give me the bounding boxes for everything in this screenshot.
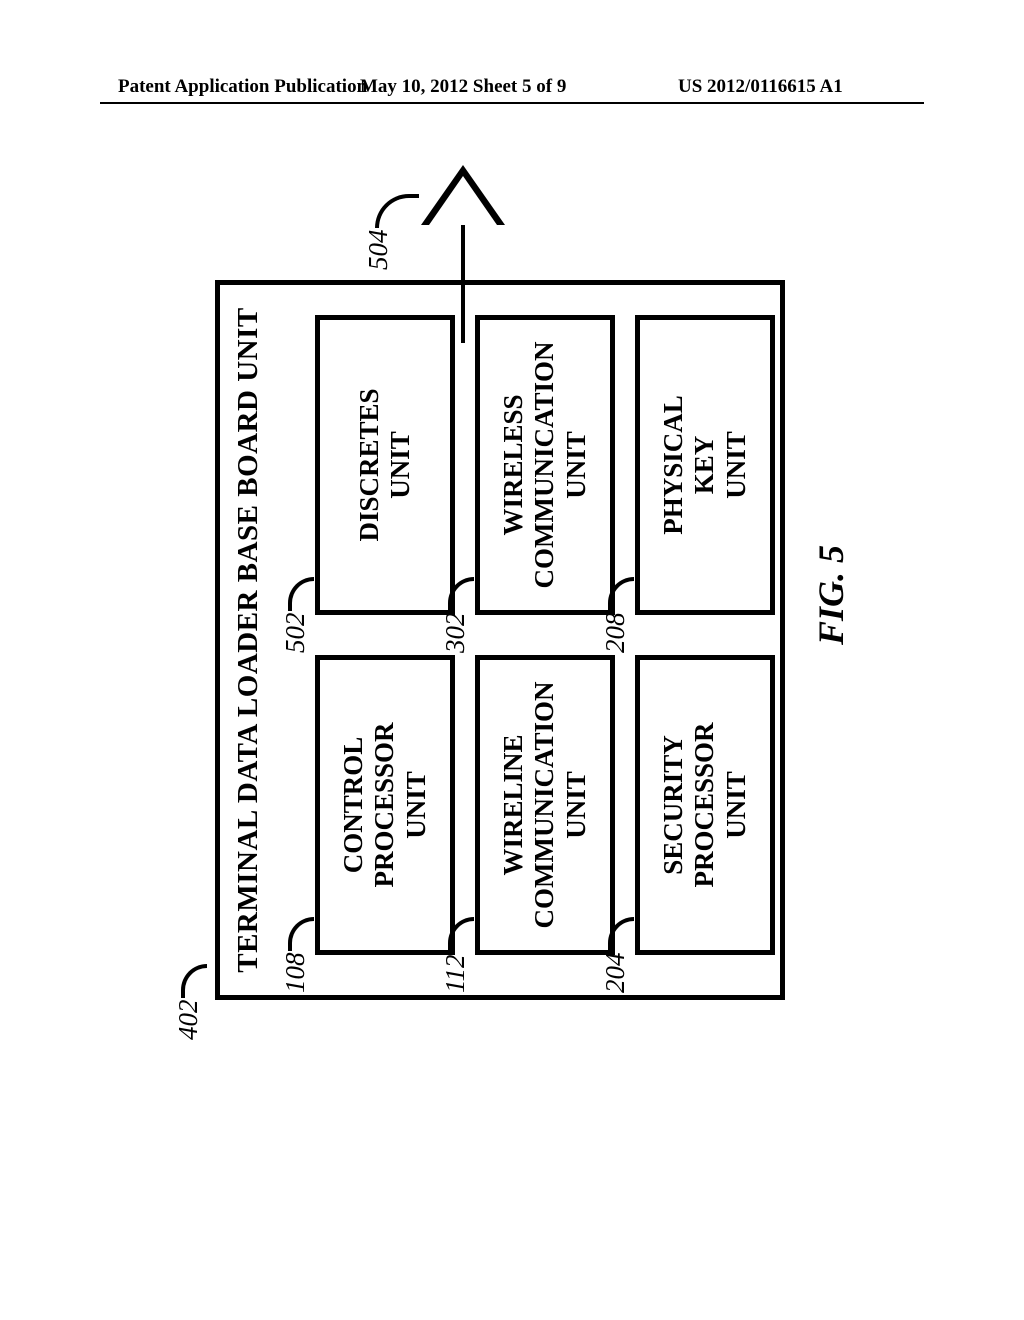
ref-504-number: 504 — [363, 230, 393, 271]
control-processor-unit: CONTROLPROCESSORUNIT — [315, 655, 455, 955]
ref-208-number: 208 — [600, 613, 630, 654]
antenna-icon-fill — [429, 176, 497, 225]
ref-504: 504 — [365, 230, 396, 271]
ref-108: 108 — [282, 953, 313, 994]
ref-204-number: 204 — [600, 953, 630, 994]
ref-402-number: 402 — [173, 1000, 203, 1041]
figure-caption: FIG. 5 — [810, 545, 852, 645]
wireline-communication-unit: WIRELINECOMMUNICATIONUNIT — [475, 655, 615, 955]
discretes-unit: DISCRETESUNIT — [315, 315, 455, 615]
wireline-communication-unit-label: WIRELINECOMMUNICATIONUNIT — [498, 682, 591, 929]
discretes-unit-label: DISCRETESUNIT — [354, 388, 416, 541]
ref-502: 502 — [282, 613, 313, 654]
header-left: Patent Application Publication — [118, 76, 367, 98]
header-rule — [100, 102, 924, 104]
wireless-communication-unit: WIRELESSCOMMUNICATIONUNIT — [475, 315, 615, 615]
control-processor-unit-label: CONTROLPROCESSORUNIT — [338, 722, 431, 887]
header-right: US 2012/0116615 A1 — [678, 76, 843, 98]
ref-208: 208 — [602, 613, 633, 654]
ref-112: 112 — [442, 955, 473, 994]
ref-204: 204 — [602, 953, 633, 994]
security-processor-unit: SECURITYPROCESSORUNIT — [635, 655, 775, 955]
physical-key-unit: PHYSICALKEYUNIT — [635, 315, 775, 615]
ref-108-number: 108 — [280, 953, 310, 994]
ref-504-leader — [375, 194, 419, 228]
header-center: May 10, 2012 Sheet 5 of 9 — [360, 76, 566, 98]
security-processor-unit-label: SECURITYPROCESSORUNIT — [658, 722, 751, 887]
main-box-title: TERMINAL DATA LOADER BASE BOARD UNIT — [232, 285, 265, 995]
antenna-feedline — [461, 223, 465, 343]
figure-5: 402 TERMINAL DATA LOADER BASE BOARD UNIT… — [135, 160, 915, 1030]
ref-502-leader — [288, 577, 314, 611]
ref-112-number: 112 — [440, 955, 470, 994]
ref-108-leader — [288, 917, 314, 951]
ref-402-leader — [181, 964, 207, 998]
ref-502-number: 502 — [280, 613, 310, 654]
wireless-communication-unit-label: WIRELESSCOMMUNICATIONUNIT — [498, 342, 591, 589]
physical-key-unit-label: PHYSICALKEYUNIT — [658, 395, 751, 535]
ref-302-number: 302 — [440, 613, 470, 654]
ref-302: 302 — [442, 613, 473, 654]
terminal-data-loader-base-board-unit: TERMINAL DATA LOADER BASE BOARD UNIT 108… — [215, 280, 785, 1000]
ref-402: 402 — [175, 1000, 206, 1041]
